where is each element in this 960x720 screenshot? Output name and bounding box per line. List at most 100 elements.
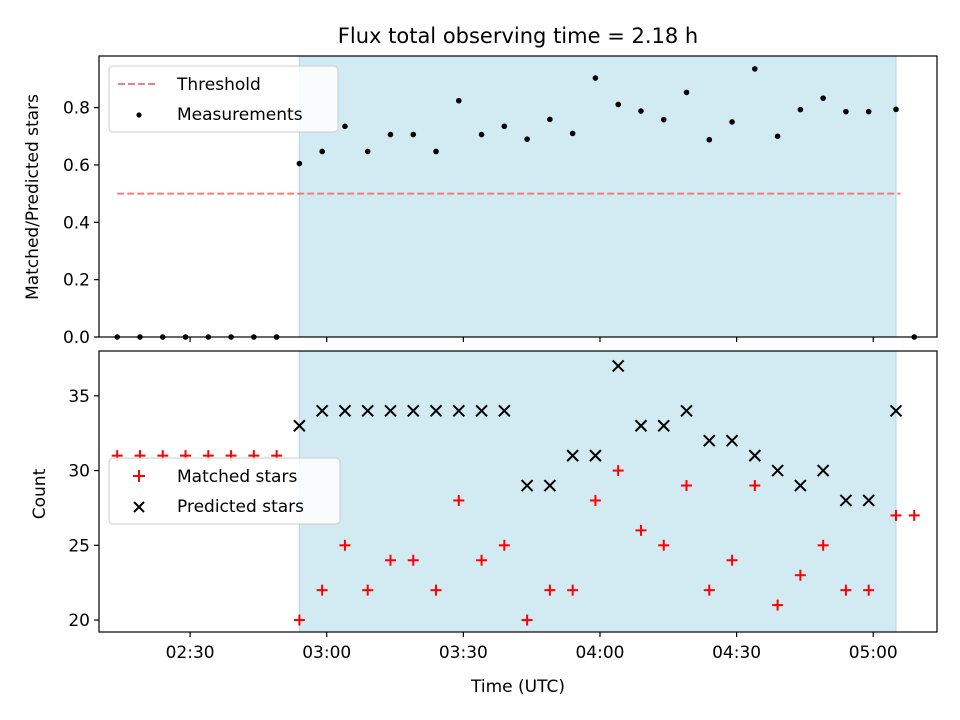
bottom-x-ticks: 02:30 03:00 03:30 04:00 04:30 05:00 <box>166 632 898 663</box>
measurement-point <box>729 119 735 125</box>
measurement-point <box>387 131 394 138</box>
top-y-tick-label: 0.6 <box>63 156 90 176</box>
predicted-star-points <box>293 359 903 507</box>
x-tick-label: 05:00 <box>849 643 898 663</box>
measurement-point <box>569 130 576 137</box>
top-y-ticks: 0.0 0.2 0.4 0.6 0.8 <box>63 99 99 348</box>
bottom-axes-frame <box>98 350 938 633</box>
predicted-star-stroke-b <box>293 419 306 432</box>
measurement-point <box>410 131 417 138</box>
measurement-point <box>455 97 462 104</box>
matched-star-point <box>430 584 442 596</box>
predicted-star-stroke-b <box>407 404 420 417</box>
predicted-star-point <box>889 404 903 417</box>
measurement-point <box>820 95 826 101</box>
x-tick-label: 03:30 <box>439 643 488 663</box>
matched-star-point <box>384 554 396 566</box>
predicted-star-stroke-b <box>889 404 903 417</box>
predicted-star-point <box>566 449 579 462</box>
top-y-tick-label: 0.2 <box>63 271 90 291</box>
predicted-star-stroke-b <box>543 479 557 492</box>
observing-span-rect <box>299 351 897 632</box>
measurement-point <box>547 116 553 123</box>
matched-star-point <box>794 569 806 581</box>
predicted-star-stroke-b <box>725 434 739 447</box>
matched-star-point <box>726 554 738 566</box>
predicted-star-point <box>771 464 784 477</box>
top-y-tick-label: 0.4 <box>63 213 90 233</box>
top-legend-box <box>108 65 339 133</box>
matched-star-point <box>362 584 374 596</box>
x-tick-label: 04:00 <box>575 643 624 663</box>
predicted-star-stroke-b <box>816 464 830 477</box>
x-tick-label: 02:30 <box>166 643 215 663</box>
matched-star-point <box>339 539 351 551</box>
predicted-star-point <box>794 479 807 492</box>
predicted-star-point <box>520 479 534 492</box>
predicted-star-stroke-b <box>475 404 488 417</box>
matched-star-point <box>498 539 510 551</box>
bottom-y-ticks: 20 25 30 35 <box>68 387 99 631</box>
bottom-legend: Matched stars Predicted stars <box>108 457 341 525</box>
predicted-star-point <box>680 404 693 417</box>
predicted-star-point <box>498 404 511 417</box>
predicted-star-stroke-b <box>748 449 762 462</box>
predicted-star-stroke-b <box>611 359 625 373</box>
predicted-star-stroke-b <box>634 419 648 432</box>
predicted-star-stroke-b <box>794 479 807 492</box>
predicted-star-point <box>384 404 397 417</box>
matched-legend-label: Matched stars <box>177 467 297 487</box>
predicted-star-stroke-b <box>338 404 352 417</box>
predicted-star-point <box>315 404 329 417</box>
measurement-point <box>478 131 485 138</box>
predicted-star-point <box>862 494 875 507</box>
matched-star-point <box>890 509 902 521</box>
predicted-star-point <box>452 404 466 417</box>
measurement-point <box>342 123 348 130</box>
measurements-legend-swatch <box>136 112 142 118</box>
matched-star-point <box>749 480 761 492</box>
predicted-star-point <box>543 479 557 492</box>
measurement-point <box>296 160 303 167</box>
bottom-y-tick-label: 20 <box>68 611 90 631</box>
top-axes: 0.00.20.40.60.8 Matched/Predicted stars … <box>23 55 938 348</box>
predicted-star-stroke-b <box>862 494 875 507</box>
predicted-star-stroke-b <box>566 449 579 462</box>
measurement-point <box>660 116 667 123</box>
predicted-star-point <box>338 404 352 417</box>
matched-star-point <box>476 554 488 566</box>
predicted-star-point <box>816 464 830 477</box>
matched-star-point <box>544 584 556 596</box>
bottom-y-axis-label: Count <box>30 468 50 519</box>
predicted-star-point <box>429 404 443 417</box>
predicted-star-stroke-b <box>384 404 397 417</box>
measurement-point <box>319 148 325 155</box>
predicted-star-stroke-b <box>315 404 329 417</box>
predicted-star-stroke-b <box>589 449 602 462</box>
predicted-star-stroke-b <box>680 404 693 417</box>
matched-star-point <box>681 480 693 492</box>
predicted-star-stroke-b <box>657 419 670 432</box>
predicted-star-point <box>293 419 306 432</box>
measurement-point <box>501 123 508 130</box>
measurement-point <box>797 106 804 113</box>
predicted-star-stroke-b <box>771 464 784 477</box>
predicted-star-stroke-b <box>520 479 534 492</box>
observing-span-rect <box>299 56 897 337</box>
measurement-point <box>843 108 849 115</box>
predicted-star-stroke-b <box>429 404 443 417</box>
matched-star-point <box>772 599 784 611</box>
measurement-point <box>706 136 713 143</box>
predicted-star-point <box>361 404 374 417</box>
top-observing-span <box>298 56 897 337</box>
measurement-point <box>683 89 690 96</box>
matched-star-point <box>840 584 852 596</box>
top-y-axis-label: Matched/Predicted stars <box>23 94 43 300</box>
matched-star-point <box>703 584 715 596</box>
bottom-y-tick-label: 30 <box>68 462 90 482</box>
matched-star-point <box>567 584 579 596</box>
measurement-point <box>364 148 371 155</box>
matched-legend-swatch <box>133 470 145 482</box>
measurement-point <box>865 108 872 115</box>
